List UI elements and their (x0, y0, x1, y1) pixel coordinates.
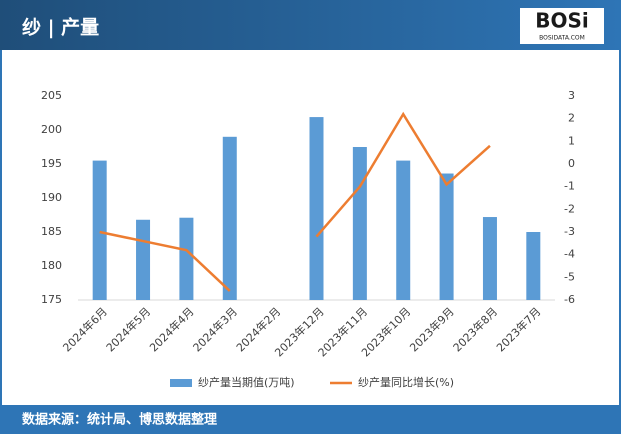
y2-tick-label: -1 (564, 180, 575, 193)
bar (439, 173, 454, 300)
y2-tick-label: -3 (564, 225, 575, 238)
bar (352, 147, 367, 300)
footer-bar (0, 405, 621, 434)
y2-tick-label: 1 (568, 134, 575, 147)
logo: BOSi (535, 9, 589, 33)
bar (179, 217, 194, 300)
legend-label: 纱产量同比增长(%) (358, 375, 454, 389)
y2-tick-label: -6 (564, 293, 575, 306)
logo-box (520, 8, 604, 44)
bar (396, 160, 411, 300)
footer-source: 数据来源：统计局、博思数据整理 (22, 412, 217, 428)
bar (92, 160, 107, 300)
y2-tick-label: 2 (568, 112, 575, 125)
y-tick-label: 175 (41, 293, 62, 306)
y-tick-label: 195 (41, 157, 62, 170)
header-bar (0, 0, 621, 50)
y2-tick-label: 3 (568, 89, 575, 102)
legend-label: 纱产量当期值(万吨) (198, 375, 295, 389)
y2-tick-label: 0 (568, 157, 575, 170)
bar (136, 219, 151, 300)
y-tick-label: 200 (41, 123, 62, 136)
bar (309, 117, 324, 300)
y2-tick-label: -5 (564, 270, 575, 283)
bar (526, 232, 541, 300)
bar (482, 217, 497, 300)
y-tick-label: 190 (41, 191, 62, 204)
line (99, 111, 491, 292)
bar (222, 136, 237, 300)
y-tick-label: 185 (41, 225, 62, 238)
y-tick-label: 205 (41, 89, 62, 102)
logo-sub: BOSIDATA.COM (539, 35, 585, 42)
header-title: 纱 | 产量 (22, 16, 99, 39)
legend-swatch (170, 379, 192, 387)
y2-tick-label: -4 (564, 248, 575, 261)
y2-tick-label: -2 (564, 202, 575, 215)
y-tick-label: 180 (41, 259, 62, 272)
